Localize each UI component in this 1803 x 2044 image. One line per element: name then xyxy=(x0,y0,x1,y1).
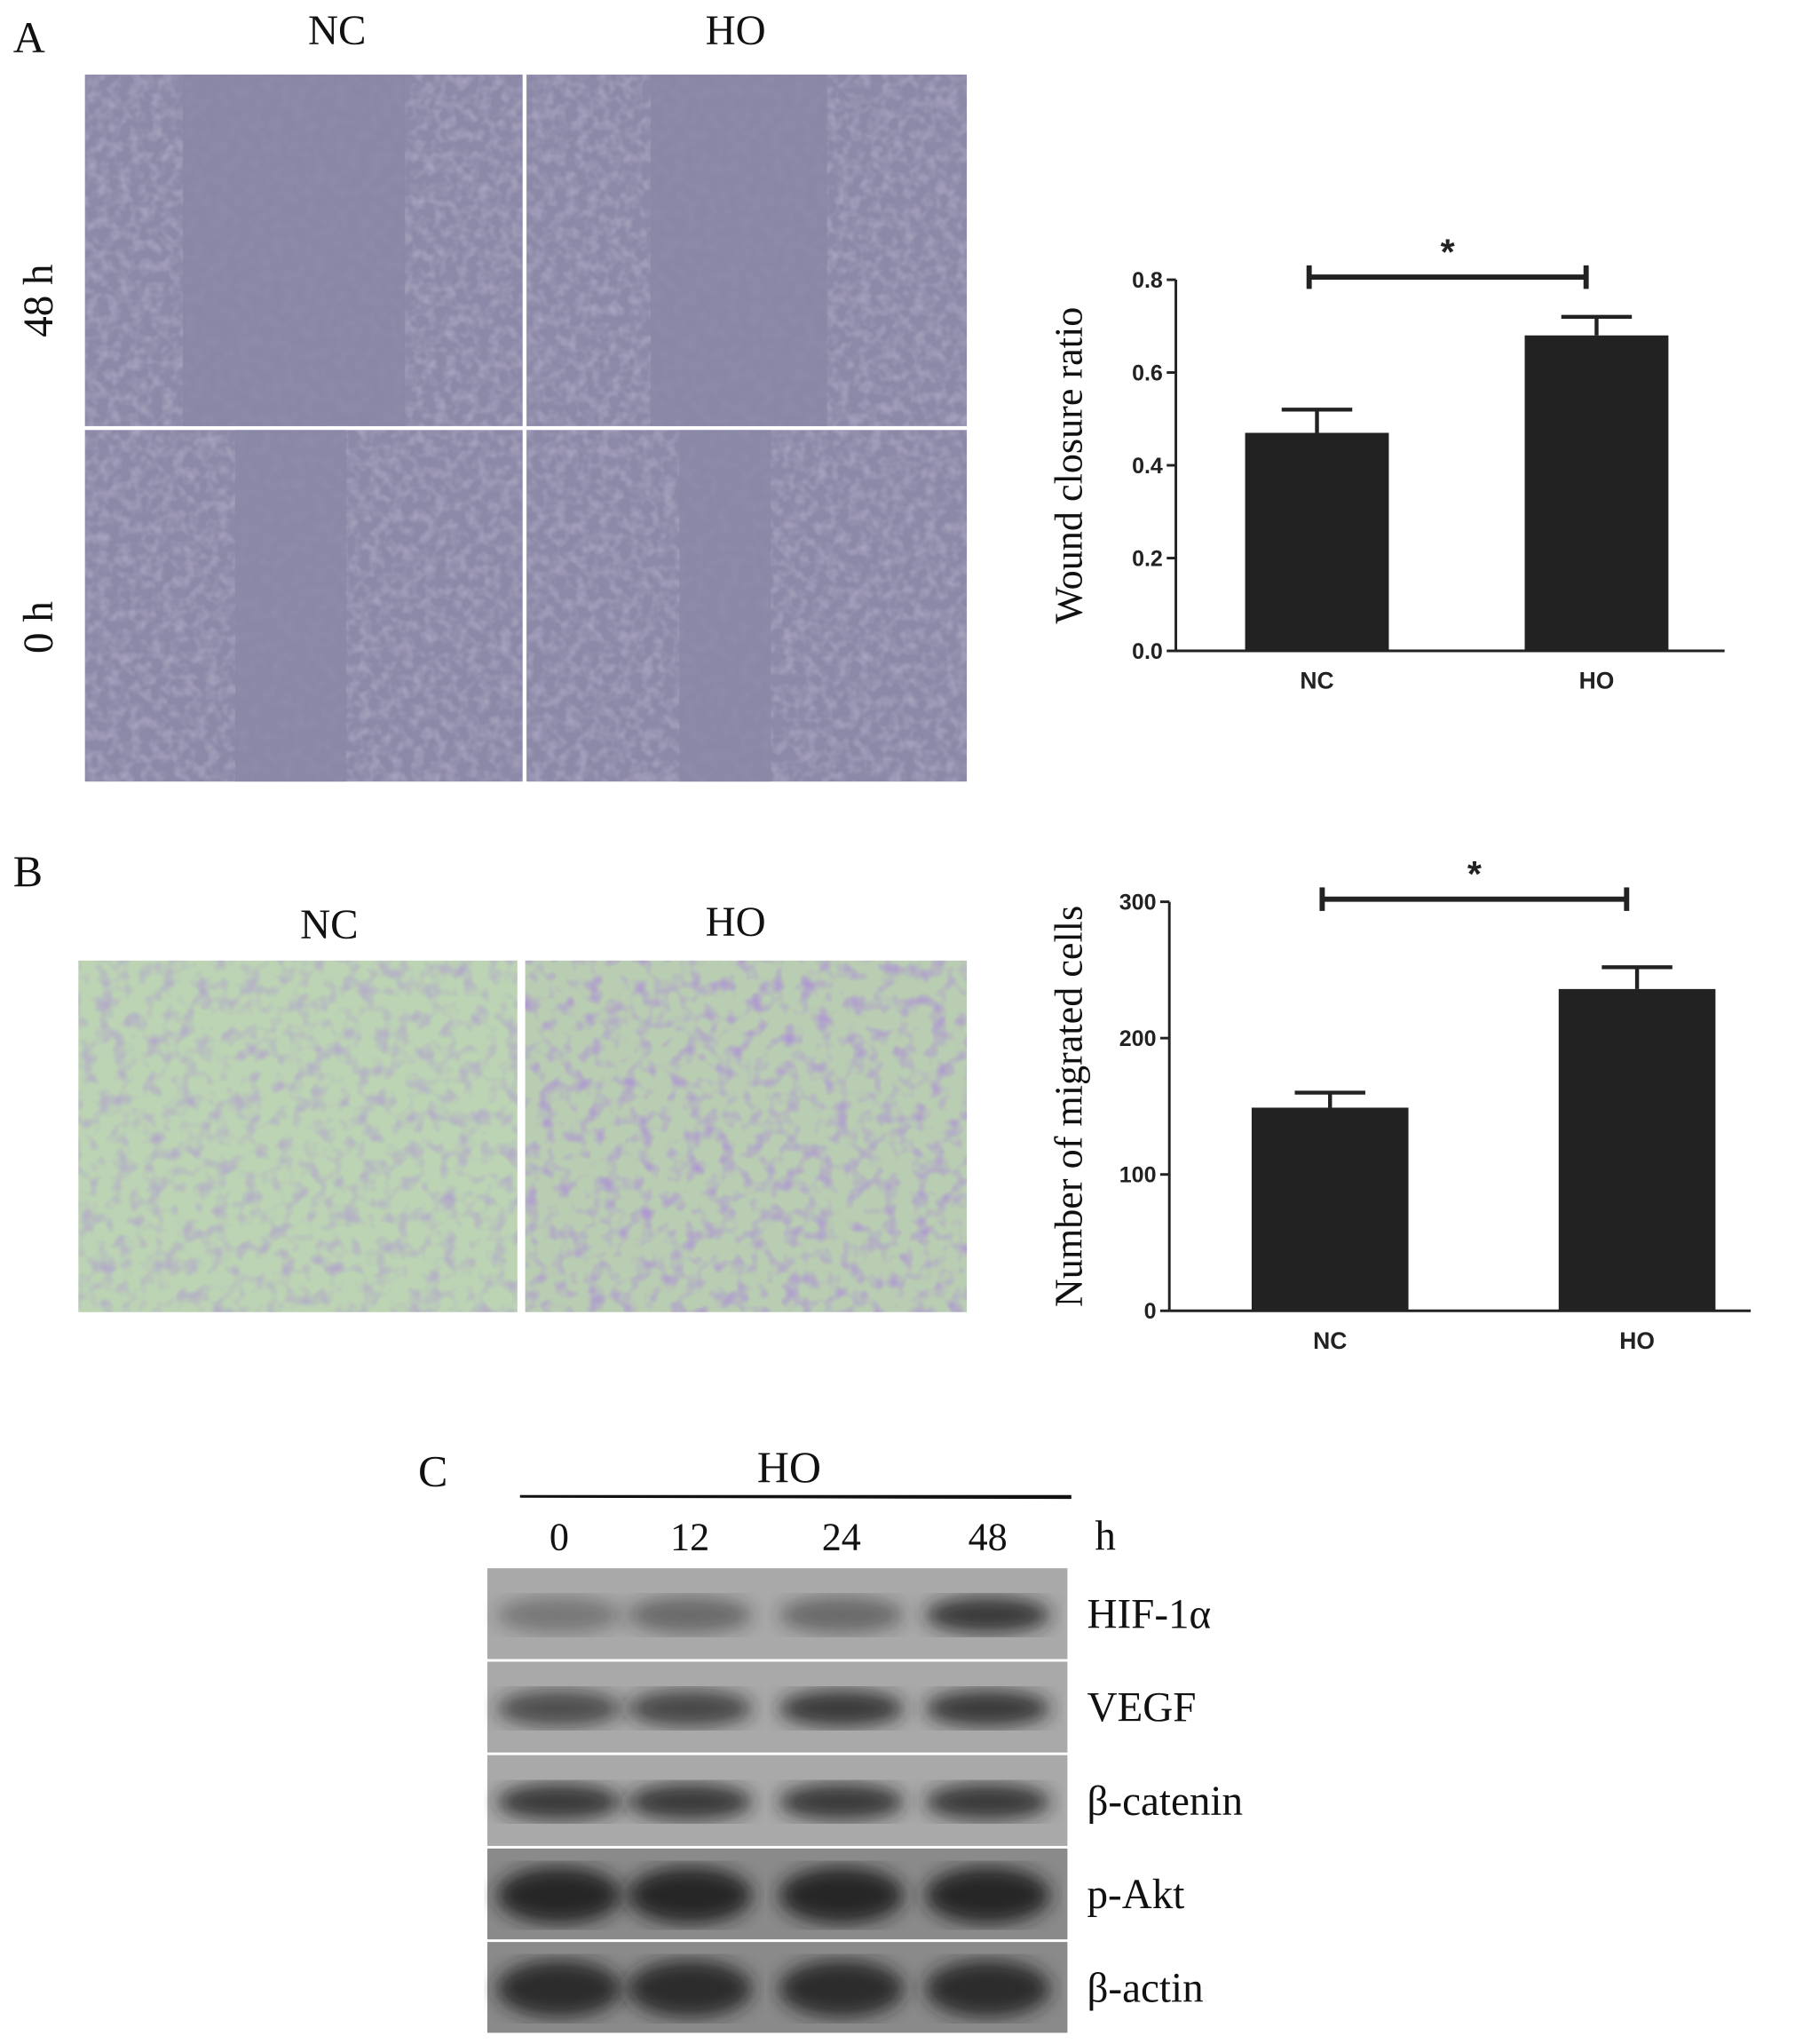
bar xyxy=(1251,1107,1409,1311)
timepoint-label: 48 xyxy=(969,1516,1008,1559)
x-tick-label: NC xyxy=(1300,668,1333,694)
time-unit: h xyxy=(1095,1514,1116,1560)
wound-gap xyxy=(679,430,771,782)
blot-band xyxy=(627,1690,753,1727)
protein-label: p-Akt xyxy=(1087,1872,1184,1918)
panel-label: C xyxy=(418,1446,447,1495)
bar xyxy=(1245,432,1389,652)
blot-band xyxy=(779,1960,905,2018)
x-tick-label: HO xyxy=(1619,1327,1655,1354)
y-tick-label: 0.4 xyxy=(1132,454,1163,479)
wound-gap xyxy=(650,74,827,426)
column-label: NC xyxy=(308,8,366,54)
x-tick-label: NC xyxy=(1313,1327,1347,1354)
blot-band xyxy=(627,1783,753,1820)
blot-band xyxy=(924,1596,1051,1634)
bar xyxy=(1524,335,1669,652)
y-tick-label: 0.6 xyxy=(1132,360,1163,385)
column-label: NC xyxy=(300,902,358,948)
western-blot: 0 12 24 48 HIF-1α VEGF β-catenin p-Akt β-actin xyxy=(486,1516,1243,2033)
significance-label: * xyxy=(1467,853,1482,894)
significance-label: * xyxy=(1441,231,1455,272)
blot-band xyxy=(779,1690,905,1727)
blot-band xyxy=(627,1866,753,1924)
row-label: 0 h xyxy=(16,601,62,654)
timepoint-label: 12 xyxy=(670,1516,709,1559)
wound-gap xyxy=(234,430,347,782)
column-label: HO xyxy=(706,899,766,946)
y-tick-label: 0.0 xyxy=(1132,639,1163,664)
blot-band xyxy=(779,1783,905,1820)
micrographs-a xyxy=(84,74,968,782)
protein-label: β-actin xyxy=(1087,1965,1203,2011)
y-tick-label: 100 xyxy=(1119,1163,1157,1188)
row-label: 48 h xyxy=(16,264,62,337)
y-tick-label: 0.8 xyxy=(1132,268,1163,293)
y-tick-label: 300 xyxy=(1119,890,1157,915)
blot-band xyxy=(496,1866,622,1924)
blot-band xyxy=(779,1596,905,1634)
blot-band xyxy=(924,1783,1051,1820)
blot-band xyxy=(496,1596,622,1634)
timepoint-label: 24 xyxy=(822,1516,861,1559)
protein-label: β-catenin xyxy=(1087,1779,1243,1825)
y-tick-label: 0 xyxy=(1144,1299,1157,1324)
protein-label: HIF-1α xyxy=(1087,1592,1211,1638)
panel-label: B xyxy=(13,846,43,896)
micrograph-texture xyxy=(525,960,968,1312)
protein-label: VEGF xyxy=(1087,1685,1196,1731)
y-tick-label: 0.2 xyxy=(1132,546,1163,571)
x-tick-label: HO xyxy=(1579,668,1615,694)
y-axis-label: Number of migrated cells xyxy=(1048,906,1091,1307)
bar xyxy=(1558,988,1716,1311)
y-axis-label: Wound closure ratio xyxy=(1048,307,1091,624)
treatment-label: HO xyxy=(757,1442,821,1492)
micrographs-b xyxy=(78,960,968,1312)
blot-band xyxy=(496,1690,622,1727)
treatment-line xyxy=(519,1494,1072,1500)
blot-band xyxy=(924,1690,1051,1727)
blot-band xyxy=(496,1783,622,1820)
y-tick-label: 200 xyxy=(1119,1026,1157,1051)
blot-band xyxy=(779,1866,905,1924)
blot-band xyxy=(627,1960,753,2018)
charts: 0.0 0.2 0.4 0.6 0.8 Wound closure ratio NC HO * 0… xyxy=(1048,231,1752,1354)
wound-gap xyxy=(183,74,406,426)
blot-band xyxy=(924,1866,1051,1924)
micrograph-texture xyxy=(78,960,518,1312)
column-label: HO xyxy=(706,8,766,54)
blot-band xyxy=(496,1960,622,2018)
blot-band xyxy=(627,1596,753,1634)
blot-band xyxy=(924,1960,1051,2018)
panel-label: A xyxy=(13,12,45,62)
timepoint-label: 0 xyxy=(550,1516,569,1559)
